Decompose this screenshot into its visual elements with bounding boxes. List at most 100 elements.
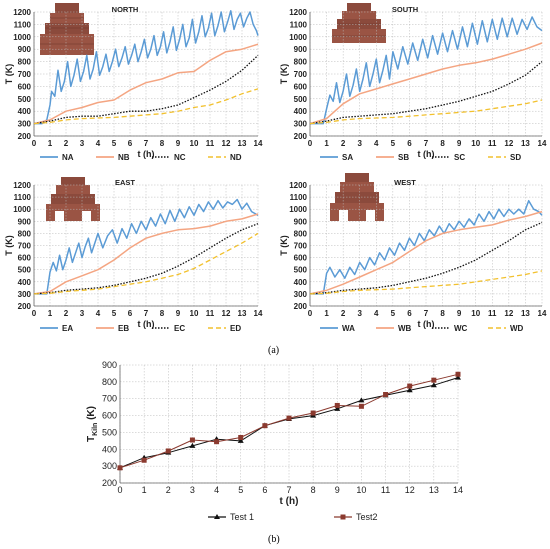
series-line-eb	[33, 213, 259, 295]
y-tick-label: 700	[294, 242, 308, 251]
x-axis-label: t (h)	[418, 149, 435, 159]
y-tick-label: 1000	[13, 205, 31, 214]
x-tick-label: 5	[238, 485, 243, 495]
x-tick-label: 10	[190, 139, 199, 148]
x-tick-label: 8	[440, 309, 445, 318]
x-tick-label: 3	[357, 309, 362, 318]
legend-label: WB	[398, 324, 412, 333]
y-tick-label: 300	[294, 120, 308, 129]
data-point	[310, 410, 316, 416]
x-tick-label: 6	[407, 139, 412, 148]
x-tick-label: 11	[206, 139, 215, 148]
series-line-ed	[33, 232, 259, 295]
series-line-sc	[309, 61, 543, 125]
y-tick-label: 400	[18, 278, 32, 287]
panel-b-label: (b)	[268, 534, 280, 545]
y-tick-label: 600	[18, 254, 32, 263]
x-axis-label: t (h)	[138, 319, 155, 329]
legend-label: WD	[510, 324, 524, 333]
kiln-temperature-chart: 0 1 2 3 4 5 6 7 8 9 10 11 12 13 1420030040050060070080…	[86, 360, 463, 522]
y-tick-label: 400	[18, 107, 32, 116]
x-tick-label: 3	[190, 485, 195, 495]
legend-label: SD	[510, 153, 521, 162]
y-tick-label: 1100	[290, 20, 308, 29]
x-axis-label: t (h)	[138, 149, 155, 159]
legend-label: NB	[118, 153, 130, 162]
x-tick-label: 13	[521, 139, 530, 148]
legend-label: EC	[174, 324, 185, 333]
legend-label: EB	[118, 324, 129, 333]
x-tick-label: 1	[142, 485, 147, 495]
y-tick-label: 500	[18, 95, 32, 104]
y-tick-label: 600	[294, 82, 308, 91]
x-tick-label: 3	[80, 309, 85, 318]
data-point	[383, 392, 389, 397]
x-tick-label: 0	[308, 139, 313, 148]
x-tick-label: 4	[96, 309, 101, 318]
legend-marker	[214, 514, 220, 519]
x-tick-label: 5	[391, 309, 396, 318]
x-axis-label: t (h)	[280, 496, 299, 507]
x-tick-label: 1	[48, 309, 53, 318]
series-line-ea	[34, 198, 259, 295]
y-tick-label: 200	[18, 302, 32, 311]
south-chart: 0 1 2 3 4 5 6 7 8 9 10 11 12 13 1420030040050060070080…	[279, 5, 547, 162]
y-tick-label: 900	[18, 45, 32, 54]
data-point	[214, 439, 220, 445]
x-tick-label: 9	[176, 309, 181, 318]
legend-label: NC	[174, 153, 186, 162]
data-point	[455, 374, 461, 380]
data-point	[334, 402, 340, 408]
x-tick-label: 1	[324, 139, 329, 148]
data-point	[262, 423, 268, 429]
y-tick-label: 600	[102, 411, 117, 421]
y-tick-label: 500	[294, 95, 308, 104]
y-tick-label: 300	[102, 461, 117, 471]
x-tick-label: 11	[488, 139, 497, 148]
y-tick-label: 300	[18, 290, 32, 299]
y-axis-label: T (K)	[279, 235, 289, 256]
x-tick-label: 12	[222, 309, 231, 318]
x-tick-label: 11	[381, 485, 390, 495]
x-tick-label: 14	[538, 309, 547, 318]
data-point	[189, 442, 196, 448]
y-tick-label: 800	[102, 377, 117, 387]
x-tick-label: 7	[286, 485, 291, 495]
series-line-na	[34, 10, 259, 125]
y-axis-label: TKiln (K)	[86, 406, 99, 442]
x-tick-label: 10	[190, 309, 199, 318]
y-tick-label: 600	[18, 82, 32, 91]
legend-label: WA	[342, 324, 355, 333]
series-line-sd	[309, 99, 543, 125]
data-point	[286, 415, 292, 421]
north-chart: 0 1 2 3 4 5 6 7 8 9 10 11 12 13 1420030040050060070080…	[4, 5, 263, 162]
y-tick-label: 300	[18, 120, 32, 129]
y-tick-label: 900	[102, 360, 117, 370]
y-tick-label: 400	[294, 107, 308, 116]
y-tick-label: 1100	[14, 193, 32, 202]
data-point	[141, 457, 147, 463]
x-tick-label: 12	[504, 139, 513, 148]
x-tick-label: 14	[538, 139, 547, 148]
legend-label: SA	[342, 153, 353, 162]
data-point	[431, 377, 437, 383]
chart-title: NORTH	[112, 5, 139, 14]
series-line-wc	[309, 221, 543, 295]
y-tick-label: 200	[294, 132, 308, 141]
x-tick-label: 1	[324, 309, 329, 318]
series-line-nc	[33, 54, 259, 125]
x-axis-label: t (h)	[418, 319, 435, 329]
x-tick-label: 7	[424, 139, 429, 148]
y-tick-label: 1200	[13, 8, 31, 17]
x-tick-label: 12	[222, 139, 231, 148]
x-tick-label: 6	[262, 485, 267, 495]
x-tick-label: 4	[96, 139, 101, 148]
legend-label: Test2	[356, 512, 378, 522]
data-point	[238, 434, 244, 440]
data-point	[237, 437, 244, 443]
kiln-wall-east-image	[46, 177, 100, 221]
series-line-wd	[309, 270, 543, 295]
y-tick-label: 500	[294, 266, 308, 275]
x-tick-label: 8	[160, 309, 165, 318]
y-axis-label: T (K)	[279, 64, 289, 85]
